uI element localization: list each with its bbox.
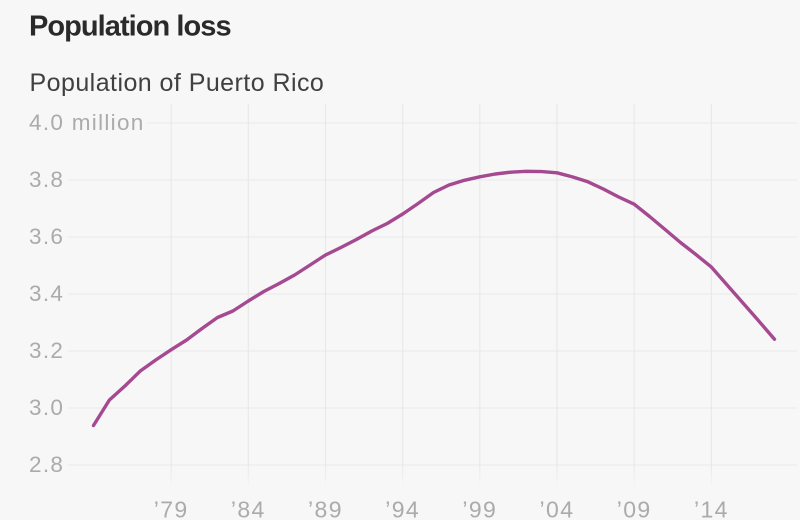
- svg-text:2.8: 2.8: [29, 452, 64, 477]
- svg-text:’79: ’79: [154, 496, 189, 520]
- svg-text:3.8: 3.8: [29, 167, 64, 192]
- svg-text:3.6: 3.6: [29, 224, 64, 249]
- svg-text:3.2: 3.2: [29, 338, 64, 363]
- svg-text:’14: ’14: [694, 496, 729, 520]
- svg-text:’94: ’94: [385, 496, 420, 520]
- svg-text:’84: ’84: [231, 496, 266, 520]
- svg-text:3.0: 3.0: [29, 395, 64, 420]
- svg-text:’99: ’99: [462, 496, 497, 520]
- svg-text:’04: ’04: [540, 496, 575, 520]
- svg-text:3.4: 3.4: [29, 281, 64, 306]
- svg-text:’89: ’89: [308, 496, 343, 520]
- svg-text:4.0 million: 4.0 million: [29, 110, 145, 135]
- svg-text:Population of Puerto Rico: Population of Puerto Rico: [30, 69, 325, 97]
- svg-text:Population loss: Population loss: [29, 11, 231, 43]
- svg-text:’09: ’09: [617, 496, 652, 520]
